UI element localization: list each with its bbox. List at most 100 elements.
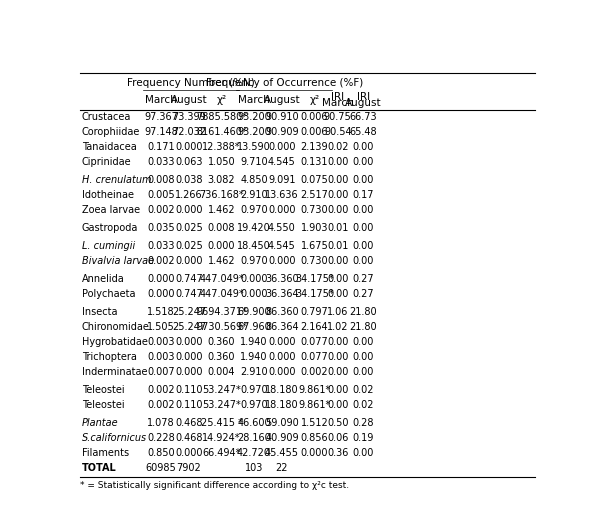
Text: 0.00: 0.00 (353, 256, 374, 266)
Text: 42.720: 42.720 (237, 448, 271, 458)
Text: Polychaeta: Polychaeta (82, 289, 136, 299)
Text: χ²: χ² (310, 95, 320, 105)
Text: 0.970: 0.970 (240, 205, 268, 215)
Text: 9730.569*: 9730.569* (196, 322, 247, 332)
Text: 0.006: 0.006 (301, 127, 328, 137)
Text: August: August (345, 98, 382, 108)
Text: 0.007: 0.007 (147, 367, 175, 377)
Text: 0.000: 0.000 (301, 448, 328, 458)
Text: Crustacea: Crustacea (82, 112, 131, 122)
Text: 90.75: 90.75 (324, 112, 352, 122)
Text: 0.004: 0.004 (208, 367, 235, 377)
Text: 0.171: 0.171 (147, 142, 175, 152)
Text: 0.075: 0.075 (301, 175, 328, 185)
Text: 0.025: 0.025 (175, 223, 203, 233)
Text: 0.002: 0.002 (147, 256, 175, 266)
Text: L. cumingii: L. cumingii (82, 241, 135, 251)
Text: Gastropoda: Gastropoda (82, 223, 139, 233)
Text: 0.000: 0.000 (175, 367, 203, 377)
Text: 0.856: 0.856 (301, 433, 328, 443)
Text: 1.940: 1.940 (240, 352, 268, 362)
Text: 45.455: 45.455 (265, 448, 299, 458)
Text: 0.00: 0.00 (327, 190, 349, 200)
Text: Ciprinidae: Ciprinidae (82, 157, 131, 167)
Text: 97.367: 97.367 (144, 112, 178, 122)
Text: 0.110: 0.110 (175, 385, 203, 396)
Text: 34.175*: 34.175* (295, 289, 334, 299)
Text: 97.148: 97.148 (144, 127, 178, 137)
Text: 0.02: 0.02 (353, 385, 374, 396)
Text: 18.180: 18.180 (265, 400, 299, 410)
Text: 0.00: 0.00 (327, 337, 349, 347)
Text: 0.008: 0.008 (208, 223, 235, 233)
Text: 0.002: 0.002 (147, 385, 175, 396)
Text: 0.850: 0.850 (147, 448, 175, 458)
Text: 0.00: 0.00 (327, 175, 349, 185)
Text: March: March (322, 98, 353, 108)
Text: 736.168*: 736.168* (199, 190, 244, 200)
Text: 0.00: 0.00 (353, 367, 374, 377)
Text: 0.228: 0.228 (147, 433, 175, 443)
Text: 1.462: 1.462 (208, 256, 235, 266)
Text: 0.003: 0.003 (147, 352, 175, 362)
Text: 4.550: 4.550 (268, 223, 296, 233)
Text: 21.80: 21.80 (349, 307, 377, 317)
Text: 0.00: 0.00 (353, 448, 374, 458)
Text: 2.139: 2.139 (301, 142, 328, 152)
Text: Annelida: Annelida (82, 274, 125, 284)
Text: 0.00: 0.00 (353, 352, 374, 362)
Text: 0.730: 0.730 (301, 256, 328, 266)
Text: 93.200: 93.200 (237, 112, 271, 122)
Text: 0.01: 0.01 (327, 241, 349, 251)
Text: Bivalvia larvae: Bivalvia larvae (82, 256, 154, 266)
Text: 2.910: 2.910 (240, 190, 268, 200)
Text: Chironomidae: Chironomidae (82, 322, 150, 332)
Text: 0.131: 0.131 (301, 157, 328, 167)
Text: 0.002: 0.002 (147, 205, 175, 215)
Text: 0.36: 0.36 (327, 448, 349, 458)
Text: S.californicus: S.californicus (82, 433, 147, 443)
Text: Corophiidae: Corophiidae (82, 127, 140, 137)
Text: 22: 22 (275, 463, 288, 473)
Text: 0.01: 0.01 (327, 223, 349, 233)
Text: 36.364: 36.364 (265, 289, 299, 299)
Text: 0.00: 0.00 (327, 205, 349, 215)
Text: 2.910: 2.910 (240, 367, 268, 377)
Text: 13.636: 13.636 (265, 190, 299, 200)
Text: Teleostei: Teleostei (82, 385, 125, 396)
Text: 0.025: 0.025 (175, 241, 203, 251)
Text: 0.00: 0.00 (353, 241, 374, 251)
Text: 1.050: 1.050 (208, 157, 235, 167)
Text: 1.266: 1.266 (175, 190, 203, 200)
Text: 25.247: 25.247 (172, 307, 206, 317)
Text: 14.924*: 14.924* (202, 433, 241, 443)
Text: 0.17: 0.17 (353, 190, 374, 200)
Text: 3.082: 3.082 (208, 175, 235, 185)
Text: 0.000: 0.000 (175, 337, 203, 347)
Text: 90.909: 90.909 (265, 127, 299, 137)
Text: Insecta: Insecta (82, 307, 118, 317)
Text: 0.008: 0.008 (147, 175, 175, 185)
Text: 0.970: 0.970 (240, 385, 268, 396)
Text: Hygrobatidae: Hygrobatidae (82, 337, 148, 347)
Text: 0.038: 0.038 (175, 175, 203, 185)
Text: Trichoptera: Trichoptera (82, 352, 137, 362)
Text: 7902: 7902 (176, 463, 202, 473)
Text: 66.494*: 66.494* (202, 448, 241, 458)
Text: Teleostei: Teleostei (82, 400, 125, 410)
Text: March: March (145, 95, 177, 105)
Text: 0.00: 0.00 (353, 223, 374, 233)
Text: 0.000: 0.000 (147, 274, 175, 284)
Text: 0.000: 0.000 (208, 241, 235, 251)
Text: 66.73: 66.73 (349, 112, 377, 122)
Text: 0.00: 0.00 (327, 256, 349, 266)
Text: 0.00: 0.00 (327, 385, 349, 396)
Text: 8161.460*: 8161.460* (196, 127, 247, 137)
Text: 72.032: 72.032 (172, 127, 206, 137)
Text: 1.512: 1.512 (301, 419, 328, 428)
Text: Frequency Number (%N): Frequency Number (%N) (127, 78, 255, 88)
Text: 0.00: 0.00 (327, 274, 349, 284)
Text: Frequency of Occurrence (%F): Frequency of Occurrence (%F) (206, 78, 363, 88)
Text: 1.940: 1.940 (240, 337, 268, 347)
Text: 1.078: 1.078 (147, 419, 175, 428)
